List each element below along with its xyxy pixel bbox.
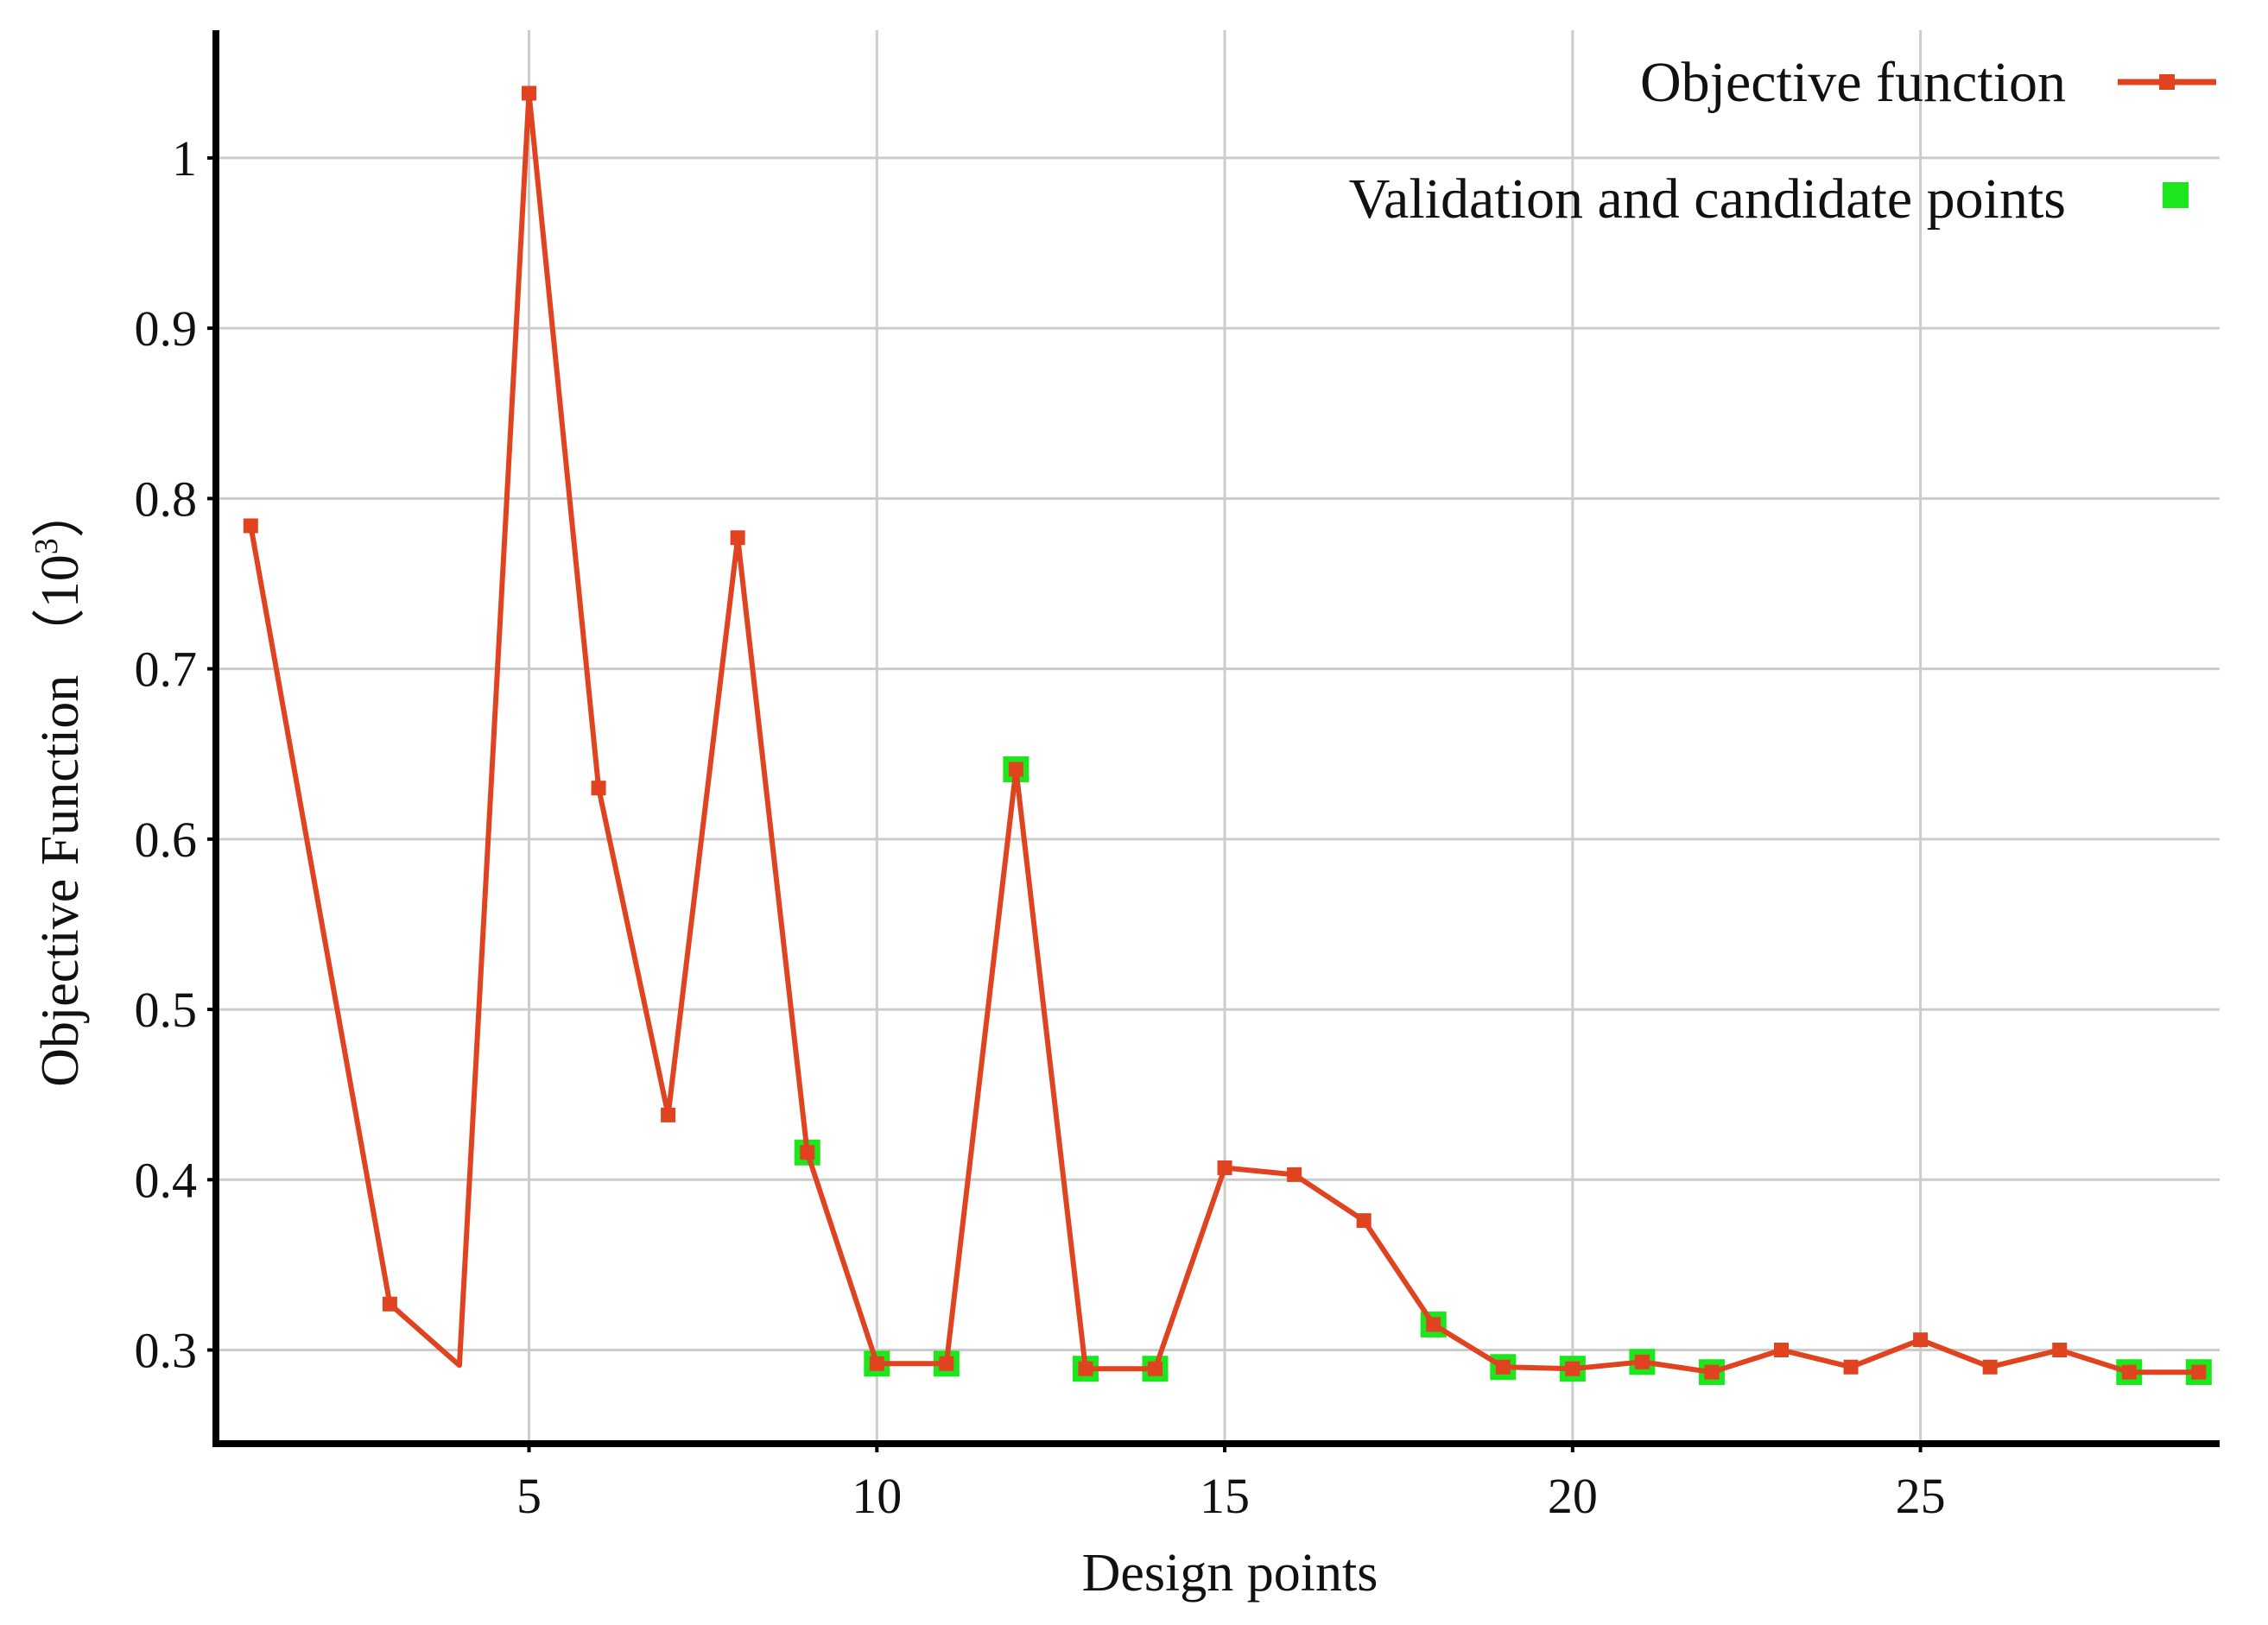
objective-function-marker — [800, 1145, 815, 1160]
y-tick-label: 0.6 — [135, 812, 198, 868]
objective-function-marker — [1634, 1354, 1650, 1369]
x-tick-label: 10 — [852, 1468, 902, 1524]
y-tick-label: 0.9 — [135, 300, 198, 357]
x-axis-title: Design points — [1082, 1544, 1378, 1603]
y-tick-labels: 0.3 0.4 0.5 0.6 0.7 0.8 0.9 1 — [135, 130, 198, 1379]
legend-label-objective-function: Objective function — [1640, 51, 2066, 114]
y-axis-title-main: Objective Function （10 — [31, 554, 90, 1086]
objective-function-marker — [2191, 1364, 2207, 1380]
objective-function-marker — [1008, 762, 1023, 777]
legend-swatch-validation-marker — [2163, 182, 2189, 208]
legend-label-validation-points: Validation and candidate points — [1349, 168, 2066, 231]
objective-function-marker — [1565, 1361, 1581, 1376]
legend-swatch-objective-marker — [2159, 74, 2175, 90]
objective-function-marker — [1426, 1317, 1441, 1332]
objective-function-marker — [1774, 1343, 1789, 1358]
grid-lines — [216, 30, 2220, 1444]
y-tick-label: 0.8 — [135, 471, 198, 527]
objective-function-marker — [661, 1107, 676, 1122]
objective-function-marker — [1495, 1359, 1511, 1375]
y-tick-label: 0.7 — [135, 642, 198, 698]
objective-function-marker — [939, 1356, 954, 1371]
x-tick-label: 5 — [516, 1468, 542, 1524]
objective-function-marker — [1287, 1167, 1302, 1182]
y-tick-label: 1 — [172, 130, 197, 187]
y-tick-label: 0.4 — [135, 1152, 198, 1208]
objective-function-marker — [1913, 1332, 1929, 1348]
x-tick-label: 25 — [1896, 1468, 1946, 1524]
x-tick-label: 20 — [1548, 1468, 1598, 1524]
objective-function-marker — [522, 85, 536, 101]
x-tick-label: 15 — [1200, 1468, 1250, 1524]
series-layer — [243, 85, 2212, 1386]
objective-function-marker — [1356, 1213, 1372, 1229]
axes — [207, 30, 2220, 1452]
y-tick-label: 0.3 — [135, 1323, 198, 1379]
objective-function-line — [248, 91, 2199, 1375]
objective-function-marker — [730, 530, 745, 546]
objective-function-marker — [1704, 1364, 1720, 1380]
objective-function-marker — [1078, 1361, 1093, 1376]
objective-function-marker — [1148, 1361, 1163, 1376]
x-tick-labels: 5 10 15 20 25 — [516, 1468, 1946, 1524]
objective-function-marker — [1217, 1160, 1232, 1175]
y-axis-title-close: ） — [31, 484, 90, 538]
objective-function-marker — [2121, 1364, 2137, 1380]
y-tick-label: 0.5 — [135, 982, 198, 1038]
y-axis-title: Objective Function （103） — [29, 484, 90, 1086]
objective-function-marker — [2052, 1343, 2068, 1358]
objective-function-marker — [1982, 1359, 1998, 1375]
objective-function-marker — [591, 781, 606, 796]
objective-function-marker — [382, 1296, 397, 1312]
objective-function-marker — [869, 1356, 884, 1371]
legend: Objective function Validation and candid… — [1349, 51, 2216, 231]
objective-function-marker — [1843, 1359, 1859, 1375]
objective-function-marker — [243, 518, 258, 534]
y-axis-title-exponent: 3 — [29, 538, 65, 554]
